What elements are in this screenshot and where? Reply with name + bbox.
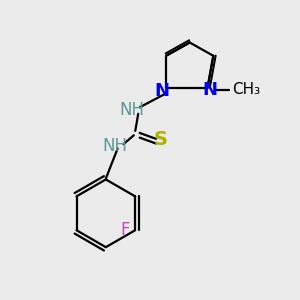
Text: S: S <box>153 130 167 149</box>
Text: NH: NH <box>120 101 145 119</box>
Text: N: N <box>203 81 218 99</box>
Text: NH: NH <box>102 136 127 154</box>
Text: N: N <box>154 82 169 100</box>
Text: CH₃: CH₃ <box>232 82 261 97</box>
Text: F: F <box>120 221 130 239</box>
